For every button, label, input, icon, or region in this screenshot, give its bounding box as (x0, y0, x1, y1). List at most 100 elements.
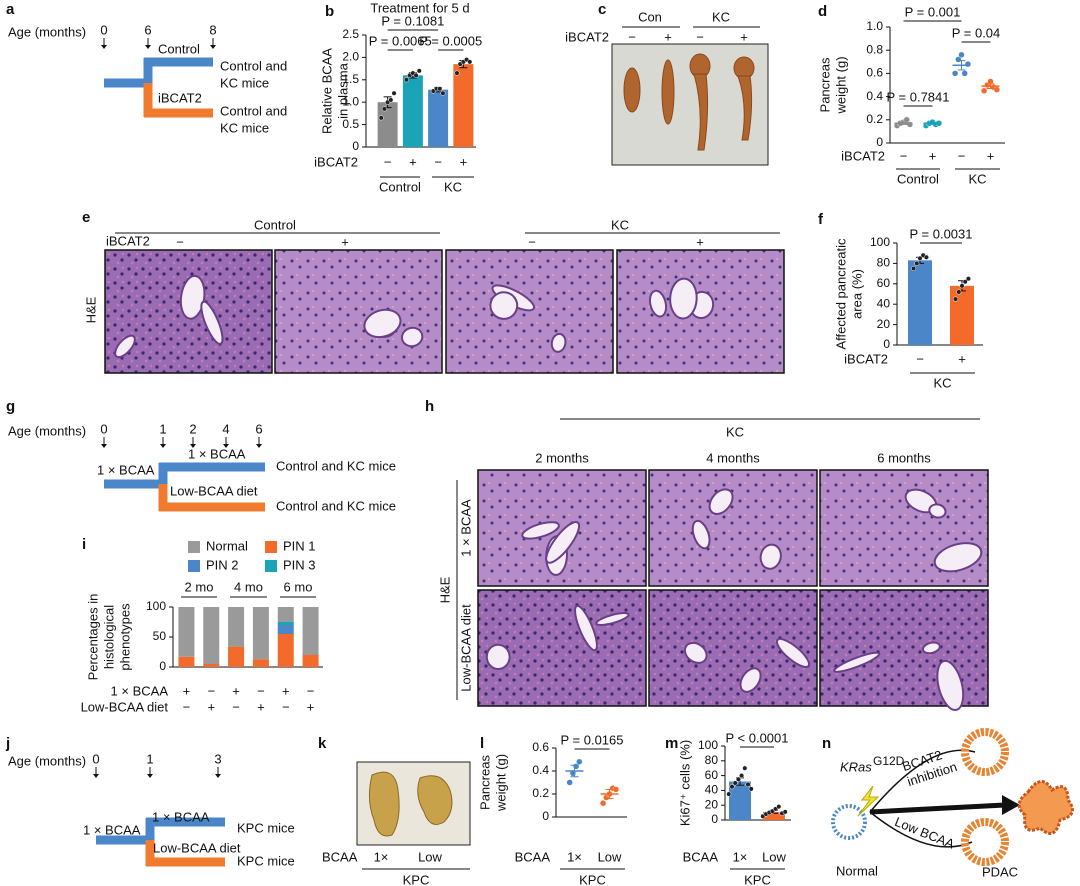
bar-segment (228, 607, 245, 647)
age-tick: 3 (214, 751, 221, 766)
arm-label: 1 × BCAA (152, 809, 210, 824)
legend-label: PIN 1 (283, 538, 316, 553)
sign: + (207, 699, 215, 714)
y-tick-label: 1.0 (866, 19, 883, 33)
gene-label: KRas (840, 759, 872, 774)
arm-label: Control (158, 41, 200, 56)
age-arrowhead (101, 45, 107, 49)
panel-letter: d (818, 3, 827, 20)
arm-label: Low-BCAA diet (153, 840, 241, 855)
age-arrowhead (223, 444, 229, 448)
timeline-start-label: 1 × BCAA (83, 822, 141, 837)
bar (950, 285, 974, 345)
arm-label: iBCAT2 (158, 90, 202, 105)
x-tick-label: Low (598, 849, 622, 864)
panel-letter: g (6, 398, 15, 415)
age-arrowhead (93, 774, 99, 778)
data-point (923, 254, 929, 260)
legend-swatch (265, 541, 277, 553)
sign: + (307, 699, 315, 714)
y-tick-label: 0 (159, 659, 166, 673)
age-tick: 6 (144, 22, 151, 37)
bar-segment (203, 607, 220, 664)
y-tick-label: 2.5 (342, 27, 359, 41)
level-label: Low (418, 849, 442, 864)
lumen (595, 612, 630, 626)
age-tick: 0 (100, 22, 107, 37)
x-tick-label: Low (762, 849, 786, 864)
lumen (833, 651, 881, 673)
data-point (993, 86, 1001, 93)
y-tick-label: 100 (698, 738, 718, 752)
y-tick-label: 2.0 (342, 50, 359, 64)
age-tick: 8 (209, 22, 216, 37)
panel-letter: m (665, 735, 678, 752)
data-point (964, 60, 972, 68)
data-point (965, 276, 971, 282)
y-tick-label: 0.5 (342, 117, 359, 131)
panel-letter: k (318, 735, 327, 752)
data-point (576, 758, 583, 766)
data-point (732, 780, 738, 786)
group-label: 2 mo (185, 579, 214, 594)
x-tick-label: 1× (733, 849, 748, 864)
bar-segment (252, 607, 269, 660)
y-axis-label: Ki67⁺ cells (%) (677, 740, 692, 826)
lumen (545, 521, 581, 564)
group-label: KPC (403, 872, 430, 886)
y-tick-label: 40 (877, 296, 891, 310)
sign: + (183, 683, 191, 698)
data-point (378, 115, 384, 121)
age-arrowhead (256, 444, 262, 448)
arm-outcome: KPC mice (237, 853, 295, 868)
y-axis-label: Relative BCAA (319, 48, 334, 134)
legend-swatch (265, 560, 277, 572)
bar-segment (178, 656, 195, 667)
bar-segment (277, 634, 294, 667)
age-tick: 0 (92, 751, 99, 766)
data-point (739, 773, 745, 779)
data-point (962, 279, 968, 285)
arm-outcome: KC mice (220, 120, 269, 135)
data-point (566, 779, 573, 786)
factor-label: iBCAT2 (844, 351, 888, 366)
p-value: P = 0.001 (905, 4, 961, 19)
organs-c (623, 53, 755, 151)
y-tick-label: 0.4 (866, 89, 883, 103)
bar-segment (277, 622, 294, 625)
x-tick-label: − (900, 148, 908, 163)
group-label: KC (933, 375, 951, 390)
data-point (599, 799, 607, 807)
sign: − (207, 683, 215, 698)
panel-letter: c (598, 1, 606, 18)
y-axis-label: in plasma (335, 62, 350, 118)
arm-label: 1 × BCAA (188, 446, 246, 461)
data-point (956, 289, 962, 295)
y-axis-label: Pancreas (477, 755, 492, 810)
lumen (739, 667, 762, 693)
organs-k (368, 771, 453, 837)
p-value: P = 0.0031 (909, 226, 972, 241)
p-value: P = 0.0065 (369, 33, 432, 48)
lumen (759, 543, 782, 570)
data-point (782, 809, 788, 815)
sign: − (282, 699, 290, 714)
y-tick-label: 40 (705, 783, 719, 797)
data-point (951, 70, 959, 77)
data-point (776, 804, 782, 810)
node-label: Normal (836, 863, 878, 878)
factor-label: iBCAT2 (314, 154, 358, 169)
group-label: KPC (744, 872, 771, 886)
y-axis-label: weight (g) (493, 754, 508, 812)
sign: + (664, 29, 672, 44)
bar-segment (302, 655, 319, 667)
data-point (735, 776, 741, 782)
age-arrowhead (215, 774, 221, 778)
legend-label: PIN 2 (206, 557, 239, 572)
age-arrowhead (101, 444, 107, 448)
level-label: 1× (374, 849, 389, 864)
y-axis-label: phenotypes (117, 603, 132, 671)
y-tick-label: 0 (352, 139, 359, 153)
row-label: Low-BCAA diet (81, 699, 169, 714)
sign: − (257, 683, 265, 698)
